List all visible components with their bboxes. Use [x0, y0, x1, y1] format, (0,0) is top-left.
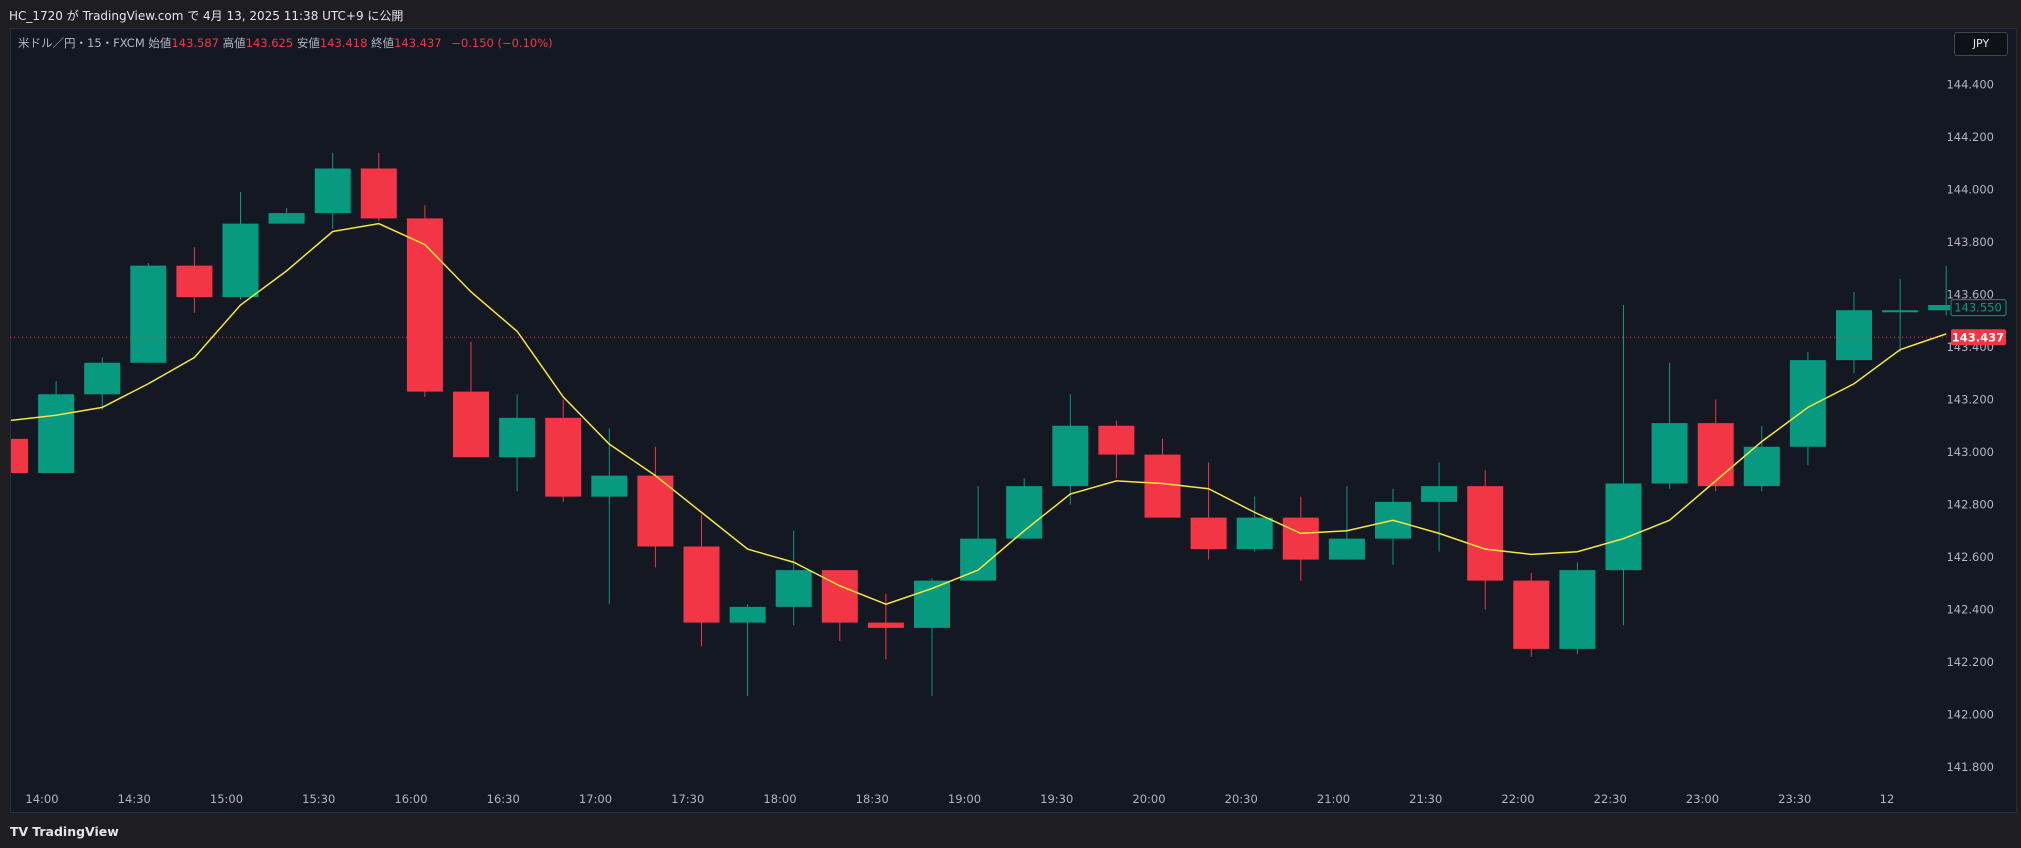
y-axis-tick-label: 143.200 — [1946, 393, 1994, 407]
candle-body-up — [130, 265, 167, 363]
footer-bar: TV TradingView — [0, 813, 2021, 848]
x-axis-tick-label: 23:30 — [1778, 792, 1811, 806]
x-axis-tick-label: 17:00 — [579, 792, 612, 806]
candle-body-up — [1052, 425, 1089, 487]
open-label: 始値 — [148, 36, 172, 50]
candle-body-down — [545, 417, 582, 497]
y-axis-tick-label: 143.600 — [1946, 288, 1994, 302]
tradingview-brand: TradingView — [32, 824, 119, 839]
candle-body-down — [683, 546, 720, 623]
x-axis-tick-label: 20:30 — [1225, 792, 1258, 806]
candle-body-down — [360, 168, 397, 219]
candle-body-down — [1282, 517, 1319, 560]
candle-body-up — [1421, 486, 1458, 502]
symbol-name[interactable]: 米ドル／円・15・FXCM — [18, 36, 145, 50]
candle-body-down — [406, 218, 443, 392]
candle-body-up — [591, 475, 628, 497]
x-axis-tick-label: 15:00 — [210, 792, 243, 806]
y-axis-tick-label: 144.200 — [1946, 130, 1994, 144]
candle-body-down — [1190, 517, 1227, 550]
ma-price-label: 143.550 — [1954, 301, 2002, 315]
candle-body-up — [1559, 570, 1596, 649]
publish-line: HC_1720 が TradingView.com で 4月 13, 2025 … — [9, 9, 404, 23]
x-axis-tick-label: 19:30 — [1040, 792, 1073, 806]
candle-body-down — [1098, 425, 1135, 455]
candle-body-down — [1513, 580, 1550, 649]
candle-body-up — [38, 394, 75, 473]
last-price-label: 143.437 — [1952, 330, 2004, 344]
x-axis-tick-label: 18:00 — [763, 792, 796, 806]
low-label: 安値 — [296, 36, 320, 50]
candle-body-up — [1789, 360, 1826, 447]
x-axis-tick-label: 14:30 — [118, 792, 151, 806]
candle-body-up — [222, 223, 259, 298]
open-value: 143.587 — [171, 36, 219, 50]
x-axis-tick-label: 21:30 — [1409, 792, 1442, 806]
candle-body-up — [1836, 310, 1872, 361]
x-axis-tick-label: 12 — [1880, 792, 1895, 806]
y-axis-tick-label: 142.000 — [1946, 708, 1994, 722]
candle-body-down — [1144, 454, 1181, 518]
x-axis-tick-label: 16:00 — [394, 792, 427, 806]
y-axis-tick-label: 142.800 — [1946, 498, 1994, 512]
candle-body-up — [1743, 446, 1780, 487]
y-axis-tick-label: 144.000 — [1946, 183, 1994, 197]
x-axis-tick-label: 23:00 — [1686, 792, 1719, 806]
y-axis-tick-label: 143.000 — [1946, 445, 1994, 459]
candle-body-up — [84, 362, 121, 395]
y-axis-tick-label: 141.800 — [1946, 760, 1994, 774]
publish-header: HC_1720 が TradingView.com で 4月 13, 2025 … — [0, 0, 2021, 28]
x-axis-tick-label: 22:00 — [1501, 792, 1534, 806]
close-value: 143.437 — [394, 36, 442, 50]
y-axis-tick-label: 142.400 — [1946, 603, 1994, 617]
x-axis-tick-label: 19:00 — [948, 792, 981, 806]
candle-body-down — [821, 570, 858, 623]
candle-body-up — [729, 606, 766, 623]
candle-body-up — [1928, 305, 1950, 311]
candle-body-up — [1236, 517, 1273, 550]
candle-body-down — [1697, 423, 1734, 487]
last-price-label-box — [1951, 329, 2006, 346]
y-axis-tick-label: 142.200 — [1946, 655, 1994, 669]
x-axis-tick-label: 20:00 — [1132, 792, 1165, 806]
ma-price-label-box — [1950, 299, 2007, 317]
y-axis-tick-label: 143.800 — [1946, 235, 1994, 249]
candle-body-up — [268, 213, 305, 224]
candle-body-down — [1467, 486, 1504, 581]
y-axis-tick-label: 144.400 — [1946, 78, 1994, 92]
candle-body-up — [775, 570, 812, 607]
currency-button[interactable]: JPY — [1954, 32, 2008, 56]
candle-body-up — [1651, 423, 1688, 484]
plot-area[interactable] — [0, 152, 1964, 697]
x-axis-tick-label: 17:30 — [671, 792, 704, 806]
chart-pane[interactable] — [10, 28, 2017, 813]
tradingview-logo[interactable]: TV TradingView — [10, 824, 119, 839]
x-axis-tick-label: 18:30 — [856, 792, 889, 806]
low-value: 143.418 — [319, 36, 368, 50]
candle-body-down — [637, 475, 674, 547]
candle-body-down — [867, 622, 904, 628]
candle-body-up — [499, 417, 536, 458]
high-label: 高値 — [222, 36, 246, 50]
high-value: 143.625 — [245, 36, 294, 50]
close-label: 終値 — [371, 36, 395, 50]
symbol-legend: 米ドル／円・15・FXCM 始値143.587 高値143.625 安値143.… — [18, 35, 553, 51]
moving-average-line — [11, 222, 1947, 606]
candle-body-up — [1605, 483, 1642, 571]
candle-body-down — [453, 391, 489, 458]
change-value: −0.150 (−0.10%) — [451, 36, 553, 50]
candle-body-down — [176, 265, 213, 298]
candle-body-up — [1882, 310, 1919, 313]
x-axis-tick-label: 21:00 — [1317, 792, 1350, 806]
candle-body-up — [314, 168, 351, 214]
x-axis-tick-label: 15:30 — [302, 792, 335, 806]
tradingview-mark-icon: TV — [10, 824, 29, 839]
x-axis-tick-label: 16:30 — [487, 792, 520, 806]
y-axis-tick-label: 142.600 — [1946, 550, 1994, 564]
x-axis-tick-label: 14:00 — [25, 792, 58, 806]
x-axis-tick-label: 22:30 — [1594, 792, 1627, 806]
candle-body-down — [11, 438, 28, 473]
candle-body-up — [1328, 538, 1365, 560]
